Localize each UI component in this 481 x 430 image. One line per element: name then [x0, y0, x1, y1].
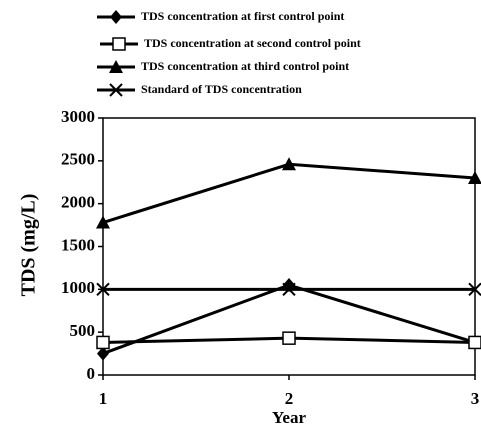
marker	[109, 60, 123, 73]
x-tick-label: 3	[471, 389, 480, 408]
marker	[96, 282, 110, 297]
legend-label: TDS concentration at third control point	[141, 59, 349, 73]
x-tick-label: 1	[99, 389, 108, 408]
marker	[468, 282, 481, 297]
marker	[109, 83, 123, 97]
y-tick-label: 2000	[61, 193, 95, 212]
y-tick-label: 1000	[61, 278, 95, 297]
y-tick-label: 3000	[61, 107, 95, 126]
marker	[96, 215, 110, 229]
marker	[112, 37, 126, 51]
legend-label: TDS concentration at second control poin…	[144, 36, 361, 50]
marker	[96, 335, 110, 350]
marker	[282, 157, 296, 171]
series-line	[102, 162, 476, 224]
x-axis-label: Year	[272, 408, 306, 427]
marker	[282, 282, 296, 297]
y-tick-label: 2500	[61, 150, 95, 169]
marker	[282, 331, 296, 345]
marker	[468, 335, 481, 350]
marker	[97, 346, 109, 361]
marker	[468, 170, 481, 184]
y-tick-label: 1500	[61, 235, 95, 254]
x-tick-label: 2	[285, 389, 294, 408]
legend-label: TDS concentration at first control point	[141, 9, 344, 23]
y-tick-label: 500	[70, 321, 96, 340]
marker	[110, 10, 122, 24]
y-tick-label: 0	[87, 364, 96, 383]
legend-label: Standard of TDS concentration	[141, 82, 302, 96]
y-axis-label: TDS (mg/L)	[18, 194, 40, 297]
